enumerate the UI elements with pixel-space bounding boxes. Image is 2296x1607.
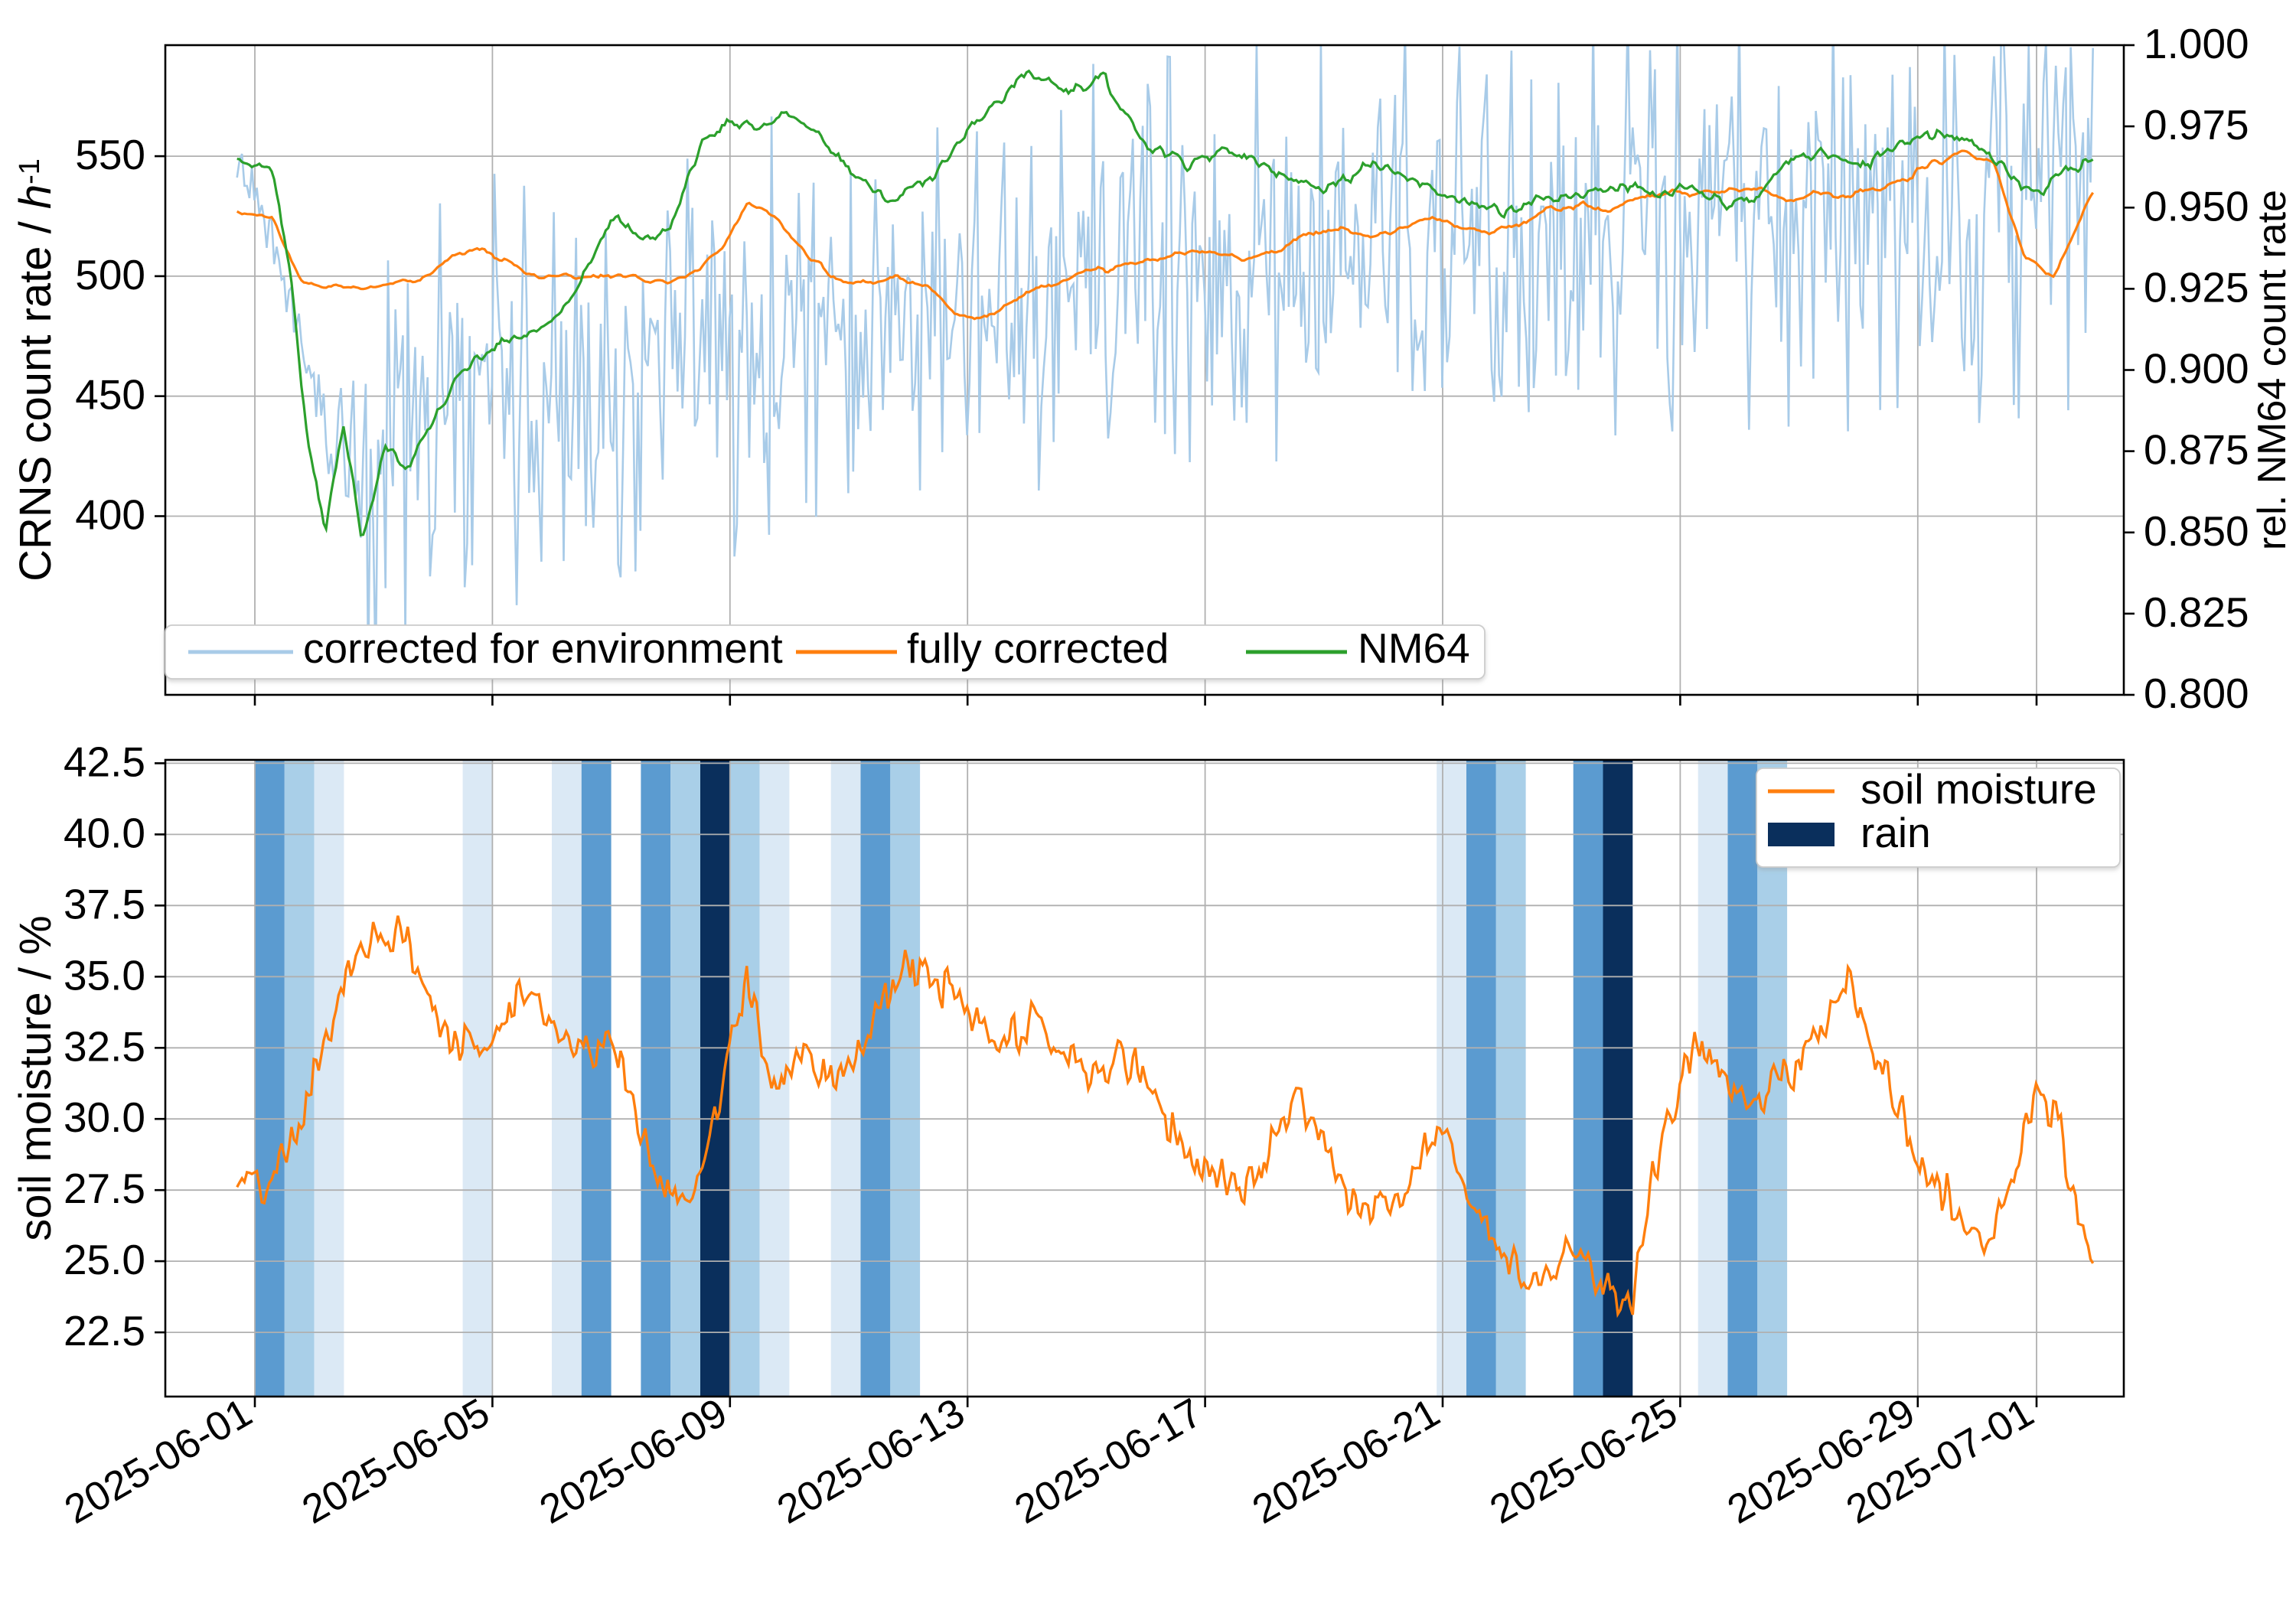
svg-text:0.825: 0.825	[2144, 588, 2249, 636]
svg-text:42.5: 42.5	[64, 738, 145, 785]
svg-text:rain: rain	[1861, 809, 1931, 856]
svg-text:0.975: 0.975	[2144, 101, 2249, 148]
svg-text:1.000: 1.000	[2144, 20, 2249, 67]
svg-text:32.5: 32.5	[64, 1022, 145, 1070]
svg-text:500: 500	[75, 251, 145, 298]
svg-text:0.925: 0.925	[2144, 263, 2249, 311]
svg-text:0.875: 0.875	[2144, 426, 2249, 474]
svg-text:400: 400	[75, 491, 145, 539]
svg-text:soil moisture / %: soil moisture / %	[11, 915, 60, 1240]
svg-text:CRNS count rate / h-1: CRNS count rate / h-1	[11, 158, 60, 582]
svg-text:0.850: 0.850	[2144, 507, 2249, 555]
svg-text:0.950: 0.950	[2144, 182, 2249, 230]
svg-text:0.800: 0.800	[2144, 670, 2249, 717]
svg-text:40.0: 40.0	[64, 809, 145, 856]
svg-text:550: 550	[75, 131, 145, 178]
svg-text:30.0: 30.0	[64, 1094, 145, 1141]
svg-text:25.0: 25.0	[64, 1236, 145, 1283]
svg-text:corrected for environment: corrected for environment	[303, 624, 783, 672]
svg-text:37.5: 37.5	[64, 880, 145, 927]
svg-text:NM64: NM64	[1358, 624, 1470, 672]
svg-text:0.900: 0.900	[2144, 345, 2249, 393]
svg-text:35.0: 35.0	[64, 951, 145, 999]
svg-text:rel. NM64 count rate: rel. NM64 count rate	[2250, 190, 2294, 550]
svg-text:fully corrected: fully corrected	[907, 624, 1169, 672]
svg-text:soil moisture: soil moisture	[1861, 765, 2097, 813]
svg-text:27.5: 27.5	[64, 1165, 145, 1212]
svg-text:22.5: 22.5	[64, 1307, 145, 1354]
svg-text:450: 450	[75, 371, 145, 419]
